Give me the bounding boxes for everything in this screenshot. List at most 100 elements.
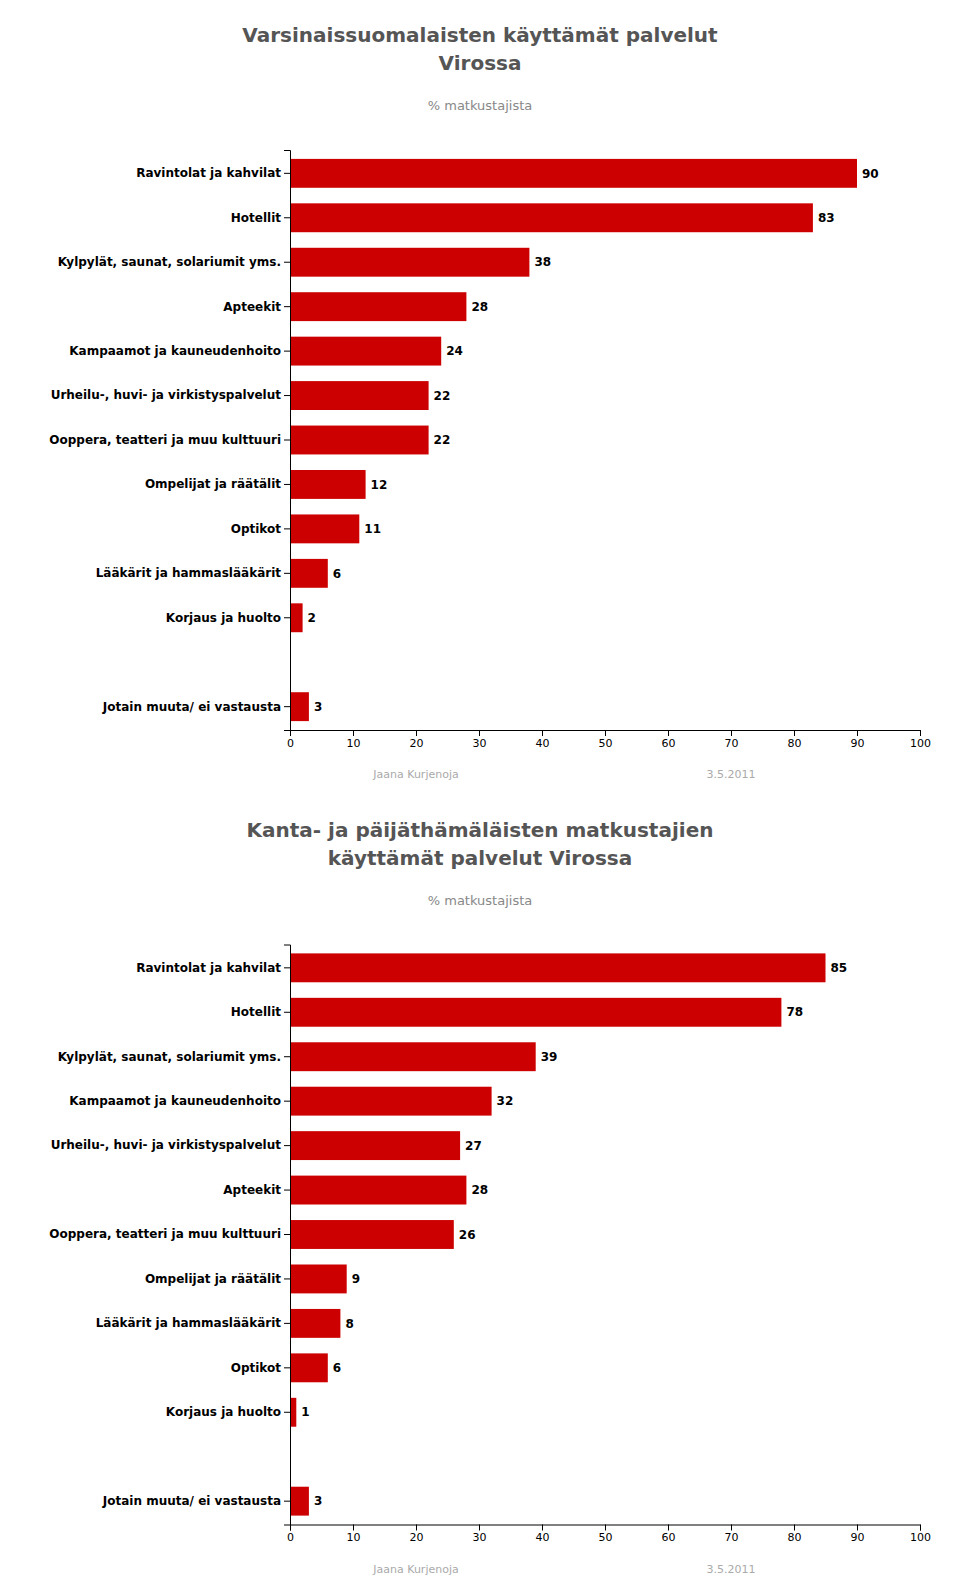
tick-label: Lääkärit ja hammaslääkärit xyxy=(96,1316,282,1330)
title: Kanta- ja päijäthämäläisten matkustajien xyxy=(247,818,714,842)
x-tick: 50 xyxy=(599,730,613,750)
tick-label: 80 xyxy=(788,1531,802,1544)
tick-mark xyxy=(284,1367,290,1368)
y-tick: Kampaamot ja kauneudenhoito xyxy=(69,1094,290,1108)
tick-label: 100 xyxy=(910,1531,931,1544)
tick-mark xyxy=(284,1323,290,1324)
data-label: 90 xyxy=(862,167,879,181)
tick-label: 40 xyxy=(536,1531,550,1544)
tick-label: 60 xyxy=(662,737,676,750)
bar xyxy=(290,998,781,1027)
tick-label: Optikot xyxy=(231,1361,282,1375)
bar xyxy=(290,1042,536,1071)
bar xyxy=(290,953,826,982)
tick-mark xyxy=(353,1525,354,1531)
tick-label: Ravintolat ja kahvilat xyxy=(136,166,281,180)
y-tick: Lääkärit ja hammaslääkärit xyxy=(96,566,290,580)
x-tick: 60 xyxy=(662,1525,676,1545)
tick-mark xyxy=(542,1525,543,1531)
bars xyxy=(290,159,857,721)
axis-line xyxy=(291,731,921,737)
y-tick: Kampaamot ja kauneudenhoito xyxy=(69,344,290,358)
tick-label: Apteekit xyxy=(223,1183,281,1197)
tick-label: Hotellit xyxy=(231,211,282,225)
bar xyxy=(290,1131,460,1160)
tick-mark xyxy=(794,730,795,736)
bar xyxy=(290,603,303,632)
x-tick: 20 xyxy=(410,730,424,750)
data-label: 22 xyxy=(434,433,451,447)
x-tick: 40 xyxy=(536,730,550,750)
bar xyxy=(290,203,813,232)
x-tick: 30 xyxy=(473,730,487,750)
tick-mark xyxy=(284,351,290,352)
y-tick: Ompelijat ja räätälit xyxy=(145,477,290,491)
data-label: 83 xyxy=(818,211,835,225)
tick-label: Hotellit xyxy=(231,1005,282,1019)
chart-panel: Varsinaissuomalaisten käyttämät palvelut… xyxy=(49,23,931,781)
y-tick: Optikot xyxy=(231,522,290,536)
axis-line xyxy=(284,945,291,1525)
y-tick: Urheilu-, huvi- ja virkistyspalvelut xyxy=(51,1138,290,1152)
tick-label: 50 xyxy=(599,737,613,750)
tick-label: Kampaamot ja kauneudenhoito xyxy=(69,1094,281,1108)
tick-mark xyxy=(284,440,290,441)
footnote: 3.5.2011 xyxy=(707,768,756,781)
tick-mark xyxy=(284,173,290,174)
data-label: 28 xyxy=(471,300,488,314)
title: käyttämät palvelut Virossa xyxy=(328,846,632,870)
y-tick: Lääkärit ja hammaslääkärit xyxy=(96,1316,290,1330)
tick-mark xyxy=(731,730,732,736)
x-tick: 80 xyxy=(788,730,802,750)
x-tick: 20 xyxy=(410,1525,424,1545)
tick-mark xyxy=(284,1501,290,1502)
tick-mark xyxy=(284,1412,290,1413)
title: Virossa xyxy=(439,51,522,75)
y-tick: Kylpylät, saunat, solariumit yms. xyxy=(58,255,290,269)
tick-label: Urheilu-, huvi- ja virkistyspalvelut xyxy=(51,388,282,402)
data-label: 9 xyxy=(352,1272,360,1286)
data-label: 11 xyxy=(364,522,381,536)
y-tick: Korjaus ja huolto xyxy=(166,1405,290,1419)
x-tick: 70 xyxy=(725,730,739,750)
bar xyxy=(290,381,429,410)
bar xyxy=(290,1309,340,1338)
tick-label: 40 xyxy=(536,737,550,750)
y-tick: Ravintolat ja kahvilat xyxy=(136,166,290,180)
data-label: 39 xyxy=(541,1050,558,1064)
x-axis: 0102030405060708090100 xyxy=(287,730,931,750)
bar xyxy=(290,470,366,499)
y-tick: Hotellit xyxy=(231,211,290,225)
tick-label: 0 xyxy=(287,737,294,750)
tick-mark xyxy=(284,706,290,707)
tick-label: 80 xyxy=(788,737,802,750)
data-labels: 8578393227282698613 xyxy=(301,961,847,1508)
tick-mark xyxy=(542,730,543,736)
footnote: Jaana Kurjenoja xyxy=(372,1563,458,1576)
tick-label: Kylpylät, saunat, solariumit yms. xyxy=(58,1050,281,1064)
tick-mark xyxy=(284,1190,290,1191)
x-tick: 100 xyxy=(910,730,931,750)
data-labels: 908338282422221211623 xyxy=(308,167,879,714)
tick-mark xyxy=(794,1525,795,1531)
x-tick: 70 xyxy=(725,1525,739,1545)
x-tick: 30 xyxy=(473,1525,487,1545)
data-label: 24 xyxy=(446,344,463,358)
tick-label: Ompelijat ja räätälit xyxy=(145,477,281,491)
y-tick: Optikot xyxy=(231,1361,290,1375)
y-tick: Jotain muuta/ ei vastausta xyxy=(102,700,290,714)
data-label: 78 xyxy=(786,1005,803,1019)
data-label: 2 xyxy=(308,611,316,625)
bar xyxy=(290,514,359,543)
tick-label: Ooppera, teatteri ja muu kulttuuri xyxy=(49,433,281,447)
bar xyxy=(290,1220,454,1249)
tick-mark xyxy=(920,1525,921,1531)
tick-label: 90 xyxy=(851,1531,865,1544)
tick-mark xyxy=(284,1101,290,1102)
footnote: 3.5.2011 xyxy=(707,1563,756,1576)
tick-mark xyxy=(284,1056,290,1057)
tick-mark xyxy=(920,730,921,736)
tick-mark xyxy=(284,967,290,968)
tick-label: Kylpylät, saunat, solariumit yms. xyxy=(58,255,281,269)
x-tick: 80 xyxy=(788,1525,802,1545)
